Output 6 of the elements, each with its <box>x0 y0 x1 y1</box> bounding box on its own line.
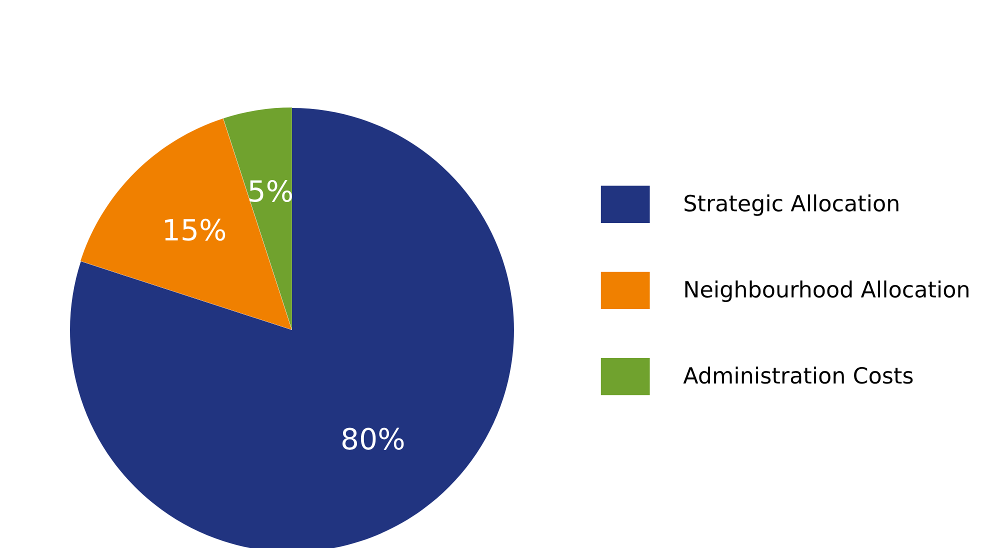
data-label: 15% <box>165 218 226 241</box>
data-label: 5% <box>250 180 292 202</box>
legend-label: Neighbourhood Allocation <box>685 280 968 302</box>
legend-label: Administration Costs <box>683 366 913 384</box>
legend-label: Strategic Allocation <box>684 194 898 216</box>
data-label: 80% <box>342 428 404 450</box>
